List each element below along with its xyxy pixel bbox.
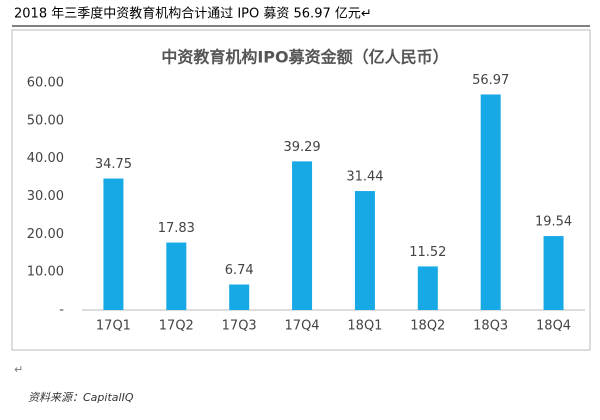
bar bbox=[166, 242, 187, 310]
bar bbox=[229, 284, 250, 310]
x-tick-label: 17Q4 bbox=[285, 319, 320, 334]
bar bbox=[103, 178, 124, 310]
x-tick-label: 17Q3 bbox=[222, 319, 257, 334]
bar bbox=[480, 94, 501, 310]
data-label: 19.54 bbox=[535, 215, 572, 230]
x-tick-label: 18Q1 bbox=[347, 319, 382, 334]
data-label: 39.29 bbox=[283, 140, 320, 155]
paragraph-mark: ↵ bbox=[14, 363, 23, 376]
header-title: 2018 年三季度中资教育机构合计通过 IPO 募资 56.97 亿元↵ bbox=[14, 6, 372, 22]
chart-title: 中资教育机构IPO募资金额（亿人民币） bbox=[161, 48, 448, 67]
bar bbox=[354, 191, 375, 310]
data-label: 6.74 bbox=[225, 263, 254, 278]
y-tick-label: 50.00 bbox=[27, 113, 64, 128]
y-tick-label: 10.00 bbox=[27, 265, 64, 280]
data-label: 31.44 bbox=[346, 170, 383, 185]
bar bbox=[417, 266, 438, 310]
y-tick-label: 30.00 bbox=[27, 189, 64, 204]
data-label: 11.52 bbox=[409, 245, 446, 260]
x-tick-label: 18Q2 bbox=[410, 319, 445, 334]
data-label: 17.83 bbox=[158, 221, 195, 236]
data-label: 34.75 bbox=[95, 157, 132, 172]
bar bbox=[543, 236, 564, 310]
x-tick-label: 17Q2 bbox=[159, 319, 194, 334]
x-tick-label: 17Q1 bbox=[96, 319, 131, 334]
x-tick-label: 18Q4 bbox=[536, 319, 571, 334]
y-tick-label: 40.00 bbox=[27, 151, 64, 166]
source-note: 资料来源：CapitalIQ bbox=[28, 391, 134, 404]
data-label: 56.97 bbox=[472, 73, 509, 88]
bar bbox=[292, 161, 313, 310]
y-tick-label: 60.00 bbox=[27, 76, 64, 91]
y-tick-label: 20.00 bbox=[27, 227, 64, 242]
chart-frame bbox=[11, 29, 591, 351]
y-tick-label: - bbox=[59, 303, 64, 318]
x-tick-label: 18Q3 bbox=[473, 319, 508, 334]
